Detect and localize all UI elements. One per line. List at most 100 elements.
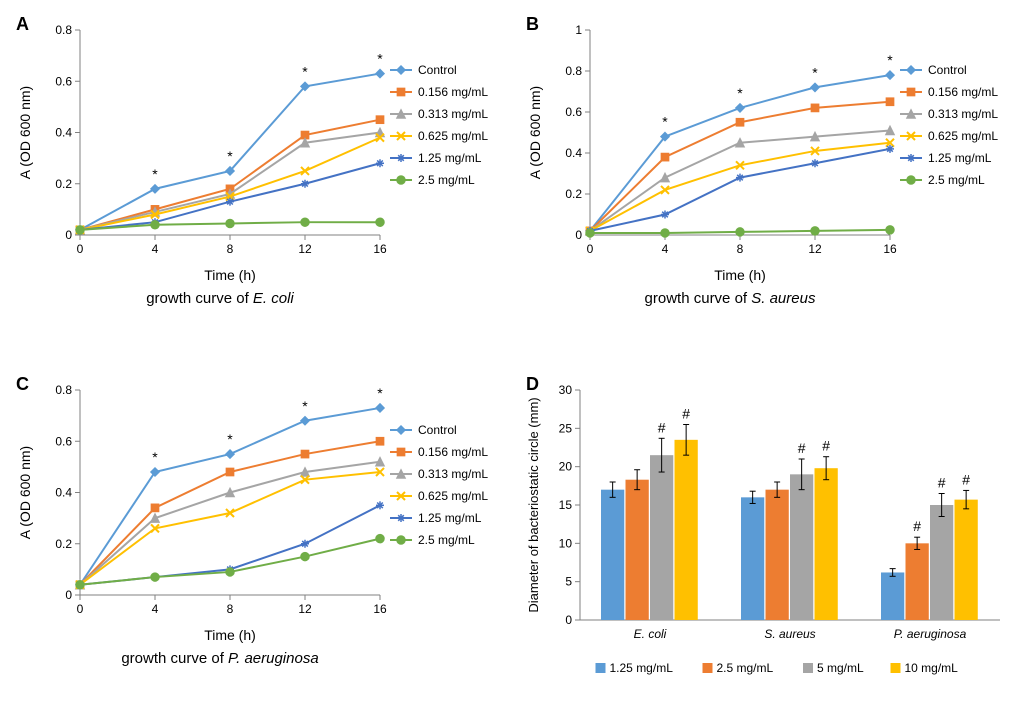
svg-text:#: # bbox=[822, 438, 830, 454]
panel-c-label: C bbox=[16, 374, 29, 395]
svg-text:0.156 mg/mL: 0.156 mg/mL bbox=[418, 85, 488, 99]
svg-text:#: # bbox=[658, 419, 666, 435]
svg-text:0.8: 0.8 bbox=[55, 23, 72, 37]
svg-text:8: 8 bbox=[737, 242, 744, 256]
svg-text:0: 0 bbox=[77, 242, 84, 256]
svg-text:*: * bbox=[737, 85, 743, 101]
svg-text:0.6: 0.6 bbox=[55, 434, 72, 448]
svg-text:0.2: 0.2 bbox=[55, 177, 72, 191]
svg-text:0.313 mg/mL: 0.313 mg/mL bbox=[928, 107, 998, 121]
svg-text:0.2: 0.2 bbox=[55, 537, 72, 551]
svg-text:*: * bbox=[887, 52, 893, 68]
panel-d: D 051015202530Diameter of bacteriostatic… bbox=[520, 370, 1020, 700]
svg-text:1.25 mg/mL: 1.25 mg/mL bbox=[418, 511, 482, 525]
svg-text:1.25 mg/mL: 1.25 mg/mL bbox=[418, 151, 482, 165]
svg-text:8: 8 bbox=[227, 242, 234, 256]
svg-text:Control: Control bbox=[418, 63, 457, 77]
svg-text:16: 16 bbox=[373, 602, 387, 616]
svg-text:15: 15 bbox=[559, 498, 573, 512]
panel-b-caption-pre: growth curve of bbox=[645, 290, 752, 307]
svg-text:0.625 mg/mL: 0.625 mg/mL bbox=[928, 129, 998, 143]
panel-a-caption-pre: growth curve of bbox=[146, 290, 253, 307]
svg-text:Time (h): Time (h) bbox=[714, 267, 766, 283]
panel-c-chart: 00.20.40.60.80481216Time (h)A (OD 600 nm… bbox=[10, 370, 510, 650]
panel-b-chart: 00.20.40.60.810481216Time (h)A (OD 600 n… bbox=[520, 10, 1020, 290]
svg-text:0: 0 bbox=[565, 613, 572, 627]
svg-text:E. coli: E. coli bbox=[634, 627, 667, 641]
figure-root: A 0 0.2 0.4 0.6 0.8 0 4 8 12 16 Time (h) A (OD 600 … bbox=[10, 10, 1010, 699]
svg-text:0: 0 bbox=[65, 588, 72, 602]
svg-text:2.5 mg/mL: 2.5 mg/mL bbox=[418, 533, 475, 547]
svg-text:#: # bbox=[682, 406, 690, 422]
svg-text:Diameter of bacteriostatic cir: Diameter of bacteriostatic circle (mm) bbox=[526, 397, 541, 612]
panel-a-caption: growth curve of E. coli bbox=[70, 290, 370, 307]
svg-text:*: * bbox=[227, 431, 233, 447]
svg-text:12: 12 bbox=[808, 242, 822, 256]
svg-text:0.6: 0.6 bbox=[565, 105, 582, 119]
svg-text:A (OD 600 nm): A (OD 600 nm) bbox=[17, 86, 33, 179]
svg-text:4: 4 bbox=[152, 242, 159, 256]
panel-b: B 00.20.40.60.810481216Time (h)A (OD 600… bbox=[520, 10, 1020, 320]
panel-b-label: B bbox=[526, 14, 539, 35]
svg-text:10 mg/mL: 10 mg/mL bbox=[905, 661, 959, 675]
svg-text:S. aureus: S. aureus bbox=[764, 627, 815, 641]
svg-text:2.5 mg/mL: 2.5 mg/mL bbox=[418, 173, 475, 187]
panel-d-chart: 051015202530Diameter of bacteriostatic c… bbox=[520, 370, 1020, 690]
svg-text:0.625 mg/mL: 0.625 mg/mL bbox=[418, 489, 488, 503]
panel-c: C 00.20.40.60.80481216Time (h)A (OD 600 … bbox=[10, 370, 510, 700]
svg-text:#: # bbox=[913, 518, 921, 534]
panel-c-caption: growth curve of P. aeruginosa bbox=[70, 650, 370, 667]
svg-text:12: 12 bbox=[298, 602, 312, 616]
svg-text:*: * bbox=[377, 385, 383, 401]
svg-text:20: 20 bbox=[559, 460, 573, 474]
svg-text:#: # bbox=[938, 475, 946, 491]
svg-text:*: * bbox=[662, 114, 668, 130]
svg-text:*: * bbox=[812, 64, 818, 80]
svg-text:0.8: 0.8 bbox=[55, 383, 72, 397]
svg-text:0: 0 bbox=[77, 602, 84, 616]
svg-text:2.5 mg/mL: 2.5 mg/mL bbox=[928, 173, 985, 187]
svg-text:0.8: 0.8 bbox=[565, 64, 582, 78]
svg-text:16: 16 bbox=[373, 242, 387, 256]
panel-b-caption: growth curve of S. aureus bbox=[580, 290, 880, 307]
svg-text:1.25 mg/mL: 1.25 mg/mL bbox=[610, 661, 674, 675]
svg-text:4: 4 bbox=[662, 242, 669, 256]
svg-text:Control: Control bbox=[928, 63, 967, 77]
panel-a-label: A bbox=[16, 14, 29, 35]
panel-b-caption-ital: S. aureus bbox=[751, 290, 815, 307]
svg-text:0.4: 0.4 bbox=[565, 146, 582, 160]
svg-text:0.4: 0.4 bbox=[55, 126, 72, 140]
svg-text:#: # bbox=[962, 471, 970, 487]
svg-text:0.6: 0.6 bbox=[55, 74, 72, 88]
svg-text:16: 16 bbox=[883, 242, 897, 256]
panel-a-caption-ital: E. coli bbox=[253, 290, 294, 307]
panel-a-chart: 00.20.40.60.80481216Time (h)A (OD 600 nm… bbox=[10, 10, 510, 290]
svg-text:0.156 mg/mL: 0.156 mg/mL bbox=[928, 85, 998, 99]
svg-text:1.25 mg/mL: 1.25 mg/mL bbox=[928, 151, 992, 165]
svg-text:#: # bbox=[798, 440, 806, 456]
svg-text:*: * bbox=[152, 166, 158, 182]
panel-c-caption-pre: growth curve of bbox=[121, 650, 228, 667]
svg-text:0.313 mg/mL: 0.313 mg/mL bbox=[418, 467, 488, 481]
svg-text:25: 25 bbox=[559, 421, 573, 435]
svg-text:0.625 mg/mL: 0.625 mg/mL bbox=[418, 129, 488, 143]
svg-text:A (OD 600 nm): A (OD 600 nm) bbox=[17, 446, 33, 539]
svg-text:0.2: 0.2 bbox=[565, 187, 582, 201]
svg-text:1: 1 bbox=[575, 23, 582, 37]
svg-text:*: * bbox=[377, 51, 383, 67]
svg-text:30: 30 bbox=[559, 383, 573, 397]
svg-text:4: 4 bbox=[152, 602, 159, 616]
svg-text:0.156 mg/mL: 0.156 mg/mL bbox=[418, 445, 488, 459]
svg-text:Control: Control bbox=[418, 423, 457, 437]
panel-c-caption-ital: P. aeruginosa bbox=[228, 650, 319, 667]
svg-text:0: 0 bbox=[65, 228, 72, 242]
svg-text:0.313 mg/mL: 0.313 mg/mL bbox=[418, 107, 488, 121]
svg-text:5 mg/mL: 5 mg/mL bbox=[817, 661, 864, 675]
svg-text:Time (h): Time (h) bbox=[204, 267, 256, 283]
svg-text:*: * bbox=[302, 63, 308, 79]
svg-text:*: * bbox=[302, 398, 308, 414]
svg-text:0.4: 0.4 bbox=[55, 486, 72, 500]
svg-text:P. aeruginosa: P. aeruginosa bbox=[894, 627, 967, 641]
svg-text:*: * bbox=[152, 449, 158, 465]
svg-text:A (OD 600 nm): A (OD 600 nm) bbox=[527, 86, 543, 179]
